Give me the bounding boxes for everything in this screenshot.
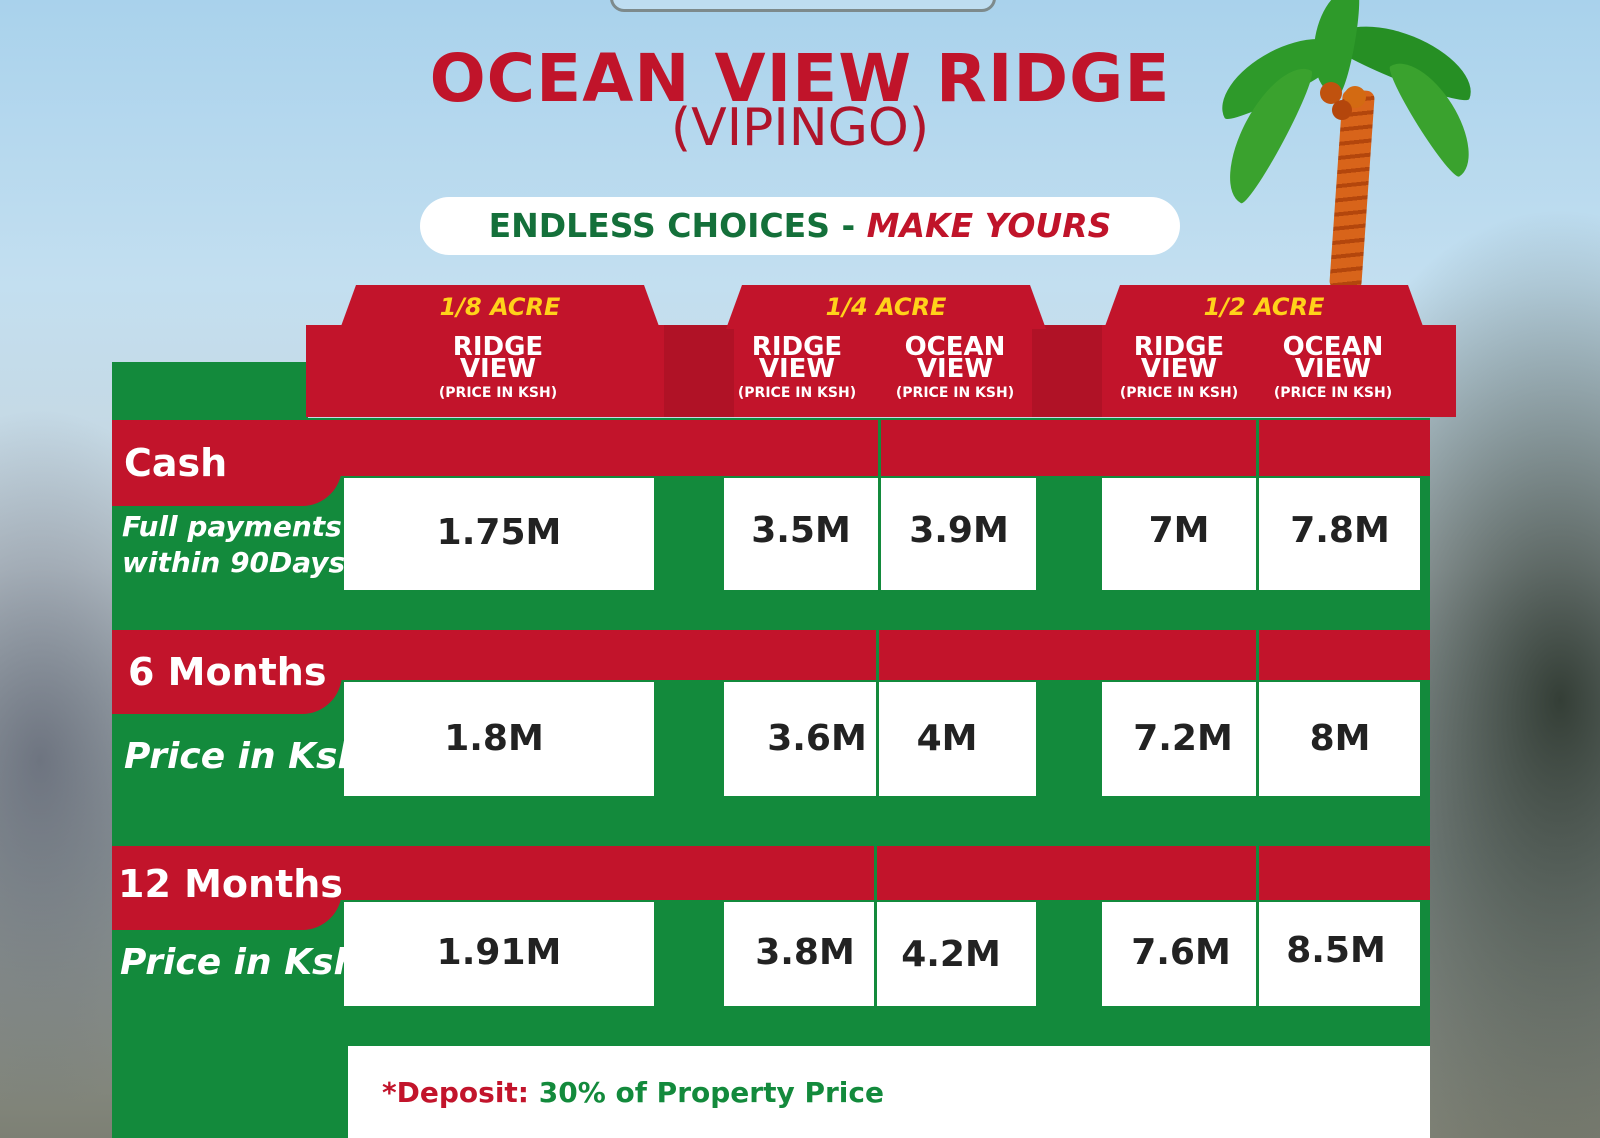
header-gap-1: [664, 325, 734, 417]
page-subtitle: (VIPINGO): [670, 98, 930, 158]
page-title: OCEAN VIEW RIDGE: [429, 40, 1171, 117]
price-cell: 7.6M: [1131, 932, 1231, 973]
column-header: OCEAN VIEW (PRICE IN KSH): [895, 332, 1015, 401]
column-header: RIDGE VIEW (PRICE IN KSH): [438, 332, 558, 401]
price-cell: 7.2M: [1133, 718, 1233, 759]
price-cell: 4M: [916, 718, 978, 759]
group-tab-quarter-acre: 1/4 ACRE: [726, 285, 1046, 329]
column-header: RIDGE VIEW (PRICE IN KSH): [1119, 332, 1239, 401]
tagline-banner: ENDLESS CHOICES - MAKE YOURS: [420, 197, 1180, 255]
deposit-label: *Deposit:: [382, 1076, 529, 1109]
row-label: 6 Months: [128, 650, 327, 694]
price-cell: 8M: [1309, 718, 1371, 759]
price-cell: 8.5M: [1286, 930, 1386, 971]
deposit-panel: [348, 1046, 1430, 1138]
row-sublabel: within 90Days: [122, 546, 346, 579]
column-header: OCEAN VIEW (PRICE IN KSH): [1273, 332, 1393, 401]
top-tab-outline: [610, 0, 996, 12]
price-cell: 1.91M: [436, 932, 562, 973]
deposit-text: 30% of Property Price: [529, 1076, 884, 1109]
row-sublabel: Price in Ksh: [120, 942, 360, 983]
tagline-part1: ENDLESS CHOICES -: [488, 206, 867, 245]
price-cell: 3.5M: [751, 510, 851, 551]
group-tab-eighth-acre: 1/8 ACRE: [340, 285, 660, 329]
header-green-corner: [112, 362, 308, 420]
group-tab-half-acre: 1/2 ACRE: [1104, 285, 1424, 329]
price-cell: 3.8M: [755, 932, 855, 973]
price-cell: 3.6M: [767, 718, 867, 759]
column-header: RIDGE VIEW (PRICE IN KSH): [737, 332, 857, 401]
price-cell: 1.8M: [444, 718, 544, 759]
row-label: 12 Months: [118, 862, 343, 906]
row-sublabel: Price in Ksh: [124, 736, 364, 777]
row-label: Cash: [124, 441, 228, 485]
tagline-part2: MAKE YOURS: [866, 206, 1112, 245]
price-cell: 4.2M: [901, 934, 1001, 975]
deposit-note: *Deposit: 30% of Property Price: [382, 1076, 884, 1109]
header-red-band: [306, 325, 1456, 417]
price-cell: 7M: [1148, 510, 1210, 551]
price-cell: 1.75M: [436, 512, 562, 553]
row-sublabel: Full payments: [122, 510, 342, 543]
price-cell: 7.8M: [1290, 510, 1390, 551]
header-gap-2: [1032, 325, 1102, 417]
price-cell: 3.9M: [909, 510, 1009, 551]
